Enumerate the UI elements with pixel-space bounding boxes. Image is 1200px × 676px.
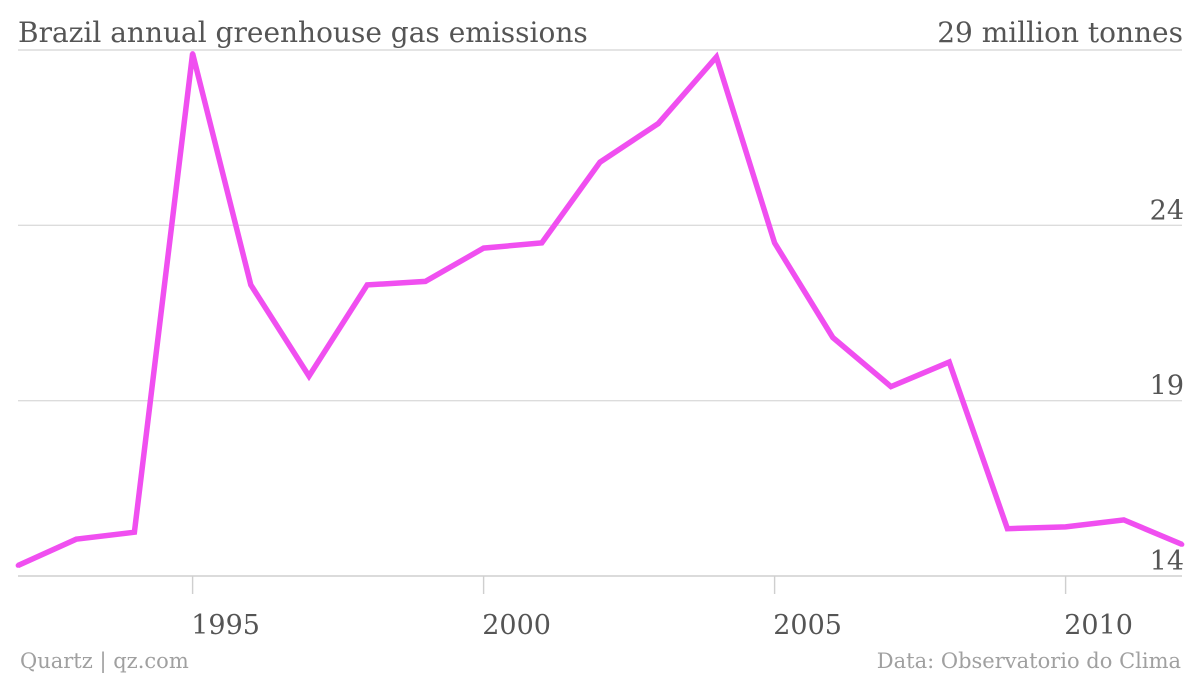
data-point [946, 359, 952, 365]
x-tick-label: 1995 [191, 610, 260, 641]
grid-lines [18, 49, 1182, 577]
source-credit: Quartz | qz.com [20, 649, 189, 674]
data-point [1179, 542, 1185, 547]
data-point [539, 240, 545, 246]
data-point [772, 240, 777, 246]
x-tick-label: 2010 [1064, 610, 1133, 641]
data-point [132, 529, 137, 535]
data-point [655, 121, 661, 127]
x-axis: 1995 2000 2005 2010 [191, 576, 1133, 641]
y-tick-label: 24 [1150, 195, 1184, 226]
data-source: Data: Observatorio do Clima [877, 649, 1181, 673]
y-tick-label: 19 [1150, 371, 1184, 402]
data-point [1121, 517, 1127, 523]
data-point [1063, 524, 1068, 530]
data-point [830, 335, 836, 340]
data-point [423, 279, 428, 284]
series-line-0 [16, 51, 1184, 569]
series-layer [15, 51, 1185, 569]
data-point [1005, 526, 1010, 532]
data-point [306, 373, 312, 379]
data-point [481, 245, 486, 251]
y-tick-label: 14 [1150, 546, 1184, 577]
y-axis: 14 19 24 [1150, 195, 1184, 577]
top-unit-label: 29 million tonnes [937, 16, 1183, 49]
data-point [15, 563, 21, 568]
chart-title: Brazil annual greenhouse gas emissions [18, 16, 588, 49]
x-tick-label: 2000 [482, 610, 551, 641]
data-point [714, 54, 719, 60]
data-point [190, 51, 196, 56]
data-point [364, 282, 370, 288]
data-point [888, 384, 894, 390]
data-point [597, 159, 603, 165]
data-point [248, 282, 254, 288]
x-tick-label: 2005 [773, 610, 842, 641]
data-point [73, 536, 79, 542]
